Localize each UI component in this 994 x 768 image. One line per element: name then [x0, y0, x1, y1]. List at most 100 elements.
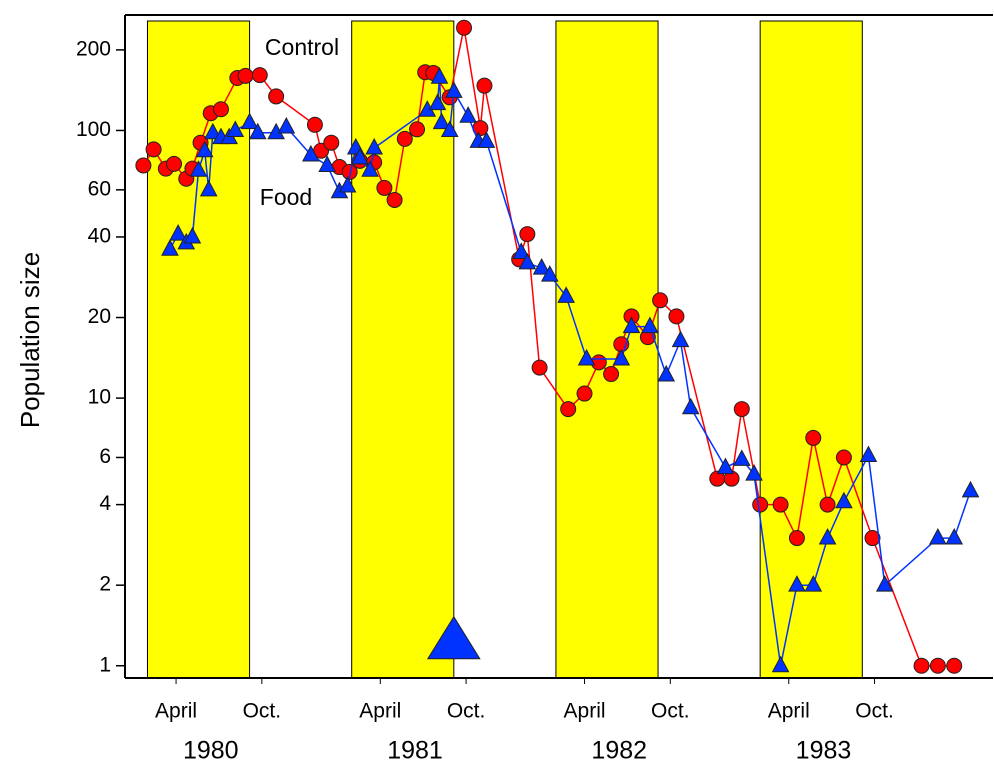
data-point: [945, 527, 964, 545]
data-point: [788, 575, 806, 592]
data-point: [557, 286, 575, 303]
y-tick-label: 60: [88, 177, 111, 200]
data-point: [237, 67, 254, 84]
data-point: [306, 116, 323, 133]
year-label: 1982: [591, 737, 647, 765]
data-point: [409, 121, 426, 138]
annotation-marker: [426, 615, 481, 660]
data-point: [788, 530, 805, 547]
data-point: [476, 77, 493, 94]
data-point: [512, 242, 531, 259]
shaded-period: [146, 20, 251, 679]
series-label: Control: [265, 34, 339, 60]
y-tick-label: 1: [99, 653, 111, 676]
data-point: [681, 397, 700, 415]
data-point: [212, 101, 229, 118]
x-tick-label: April: [155, 700, 197, 723]
data-point: [641, 316, 659, 334]
data-point: [166, 155, 183, 172]
data-point: [576, 385, 593, 402]
data-point: [961, 480, 980, 498]
y-tick-label: 40: [88, 225, 111, 248]
data-point: [183, 226, 202, 244]
data-point: [875, 575, 894, 592]
data-point: [859, 445, 878, 463]
data-point: [929, 657, 946, 674]
data-point: [226, 120, 245, 137]
x-tick-label: Oct.: [447, 700, 486, 723]
data-point: [732, 449, 751, 466]
data-point: [240, 112, 259, 130]
data-point: [323, 134, 340, 151]
data-point: [189, 160, 208, 177]
data-point: [929, 527, 947, 545]
data-point: [652, 292, 669, 309]
data-point: [251, 67, 268, 84]
data-point: [519, 226, 536, 243]
data-point: [835, 491, 853, 509]
data-point: [771, 655, 790, 673]
data-point: [365, 137, 384, 155]
y-tick-label: 100: [76, 118, 111, 141]
y-tick-label: 200: [76, 37, 111, 60]
data-point: [531, 359, 548, 376]
data-point: [835, 449, 852, 466]
data-point: [946, 657, 963, 674]
data-point: [145, 141, 162, 158]
data-point: [733, 401, 750, 418]
data-point: [195, 140, 214, 158]
data-point: [622, 316, 641, 334]
data-point: [805, 429, 822, 446]
data-point: [577, 348, 596, 366]
data-point: [440, 120, 459, 137]
data-point: [430, 67, 449, 84]
data-point: [560, 401, 577, 418]
year-label: 1983: [796, 737, 852, 765]
data-point: [752, 496, 769, 513]
data-point: [376, 179, 393, 196]
data-point: [318, 155, 337, 172]
x-tick-label: Oct.: [855, 700, 894, 723]
x-tick-label: April: [564, 700, 606, 723]
data-point: [772, 496, 789, 513]
data-point: [203, 122, 222, 140]
y-tick-label: 10: [88, 386, 111, 409]
data-point: [745, 464, 763, 481]
data-point: [199, 179, 218, 197]
y-axis-title: Population size: [15, 252, 45, 428]
data-point: [819, 496, 836, 513]
data-point: [396, 130, 413, 147]
data-point: [668, 308, 685, 325]
data-point: [161, 239, 179, 256]
shaded-period: [351, 20, 455, 679]
data-point: [459, 106, 477, 123]
data-point: [804, 575, 823, 592]
year-label: 1980: [183, 737, 239, 765]
x-tick-label: Oct.: [243, 700, 282, 723]
shaded-period: [555, 20, 659, 679]
y-tick-label: 2: [99, 573, 111, 596]
data-point: [603, 366, 620, 383]
x-tick-label: Oct.: [651, 700, 690, 723]
data-point: [432, 112, 451, 130]
data-point: [302, 144, 320, 162]
series-label: Food: [260, 184, 312, 210]
y-tick-label: 20: [88, 305, 111, 328]
data-point: [612, 348, 631, 366]
data-point: [532, 258, 551, 275]
data-point: [657, 364, 676, 382]
y-tick-label: 4: [99, 492, 111, 515]
data-point: [864, 530, 881, 547]
data-point: [818, 527, 837, 545]
year-label: 1981: [387, 737, 443, 765]
data-point: [361, 160, 379, 177]
data-point: [277, 116, 296, 134]
data-point: [135, 157, 152, 174]
x-tick-label: April: [768, 700, 810, 723]
data-point: [268, 88, 285, 105]
shaded-period: [759, 20, 863, 679]
data-point: [671, 330, 690, 348]
data-point: [477, 131, 496, 148]
